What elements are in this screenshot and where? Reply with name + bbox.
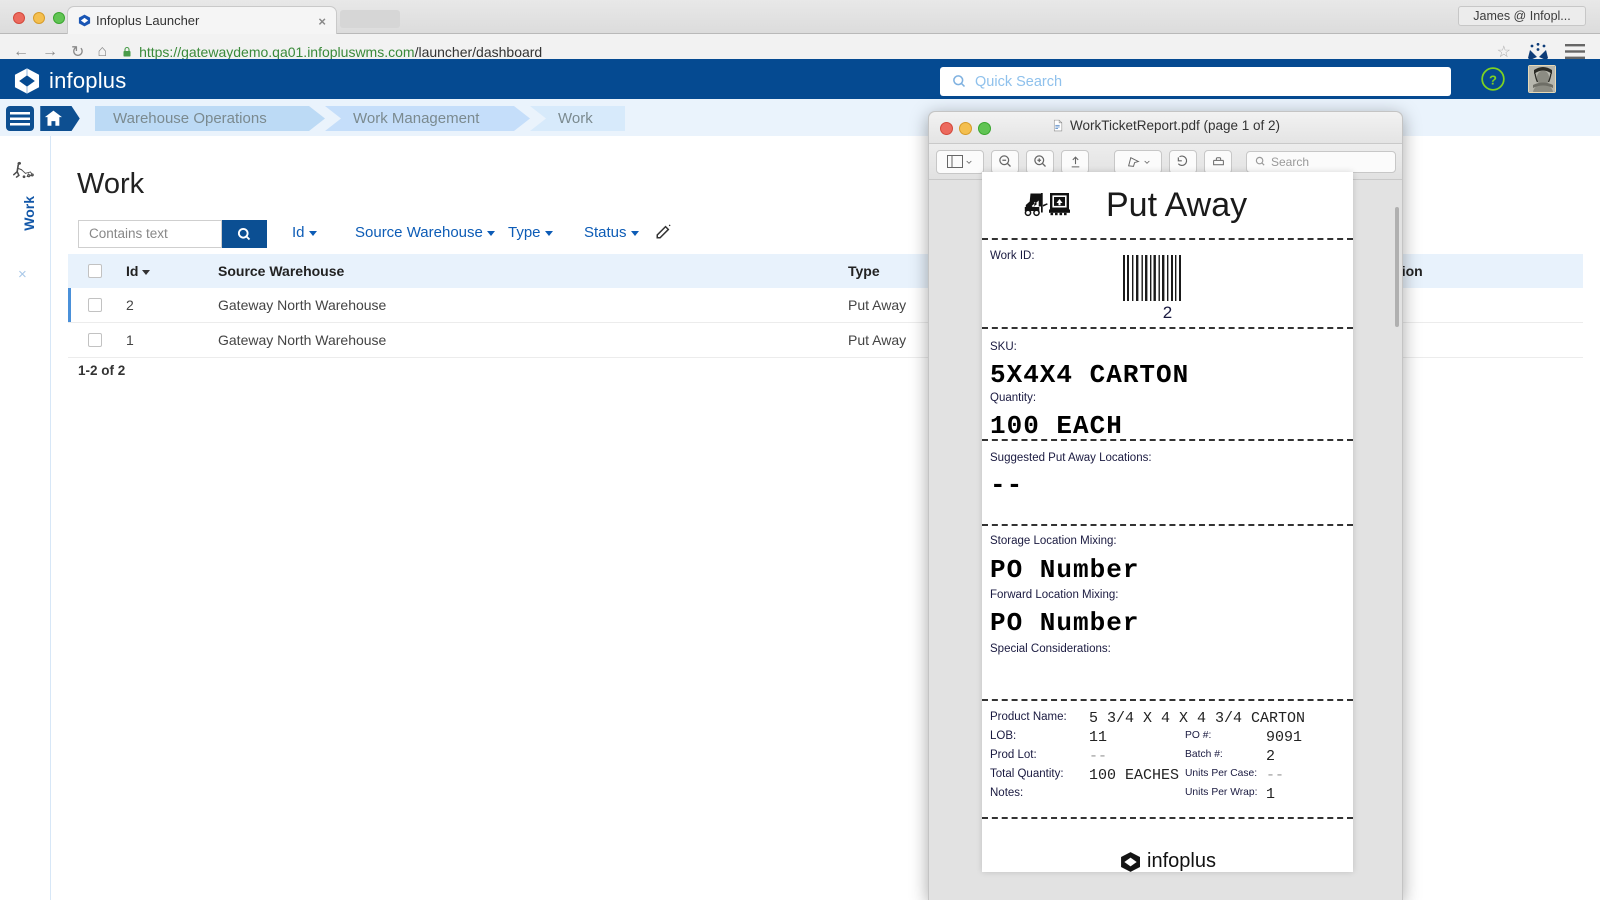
svg-text:?: ? [1489,72,1497,87]
